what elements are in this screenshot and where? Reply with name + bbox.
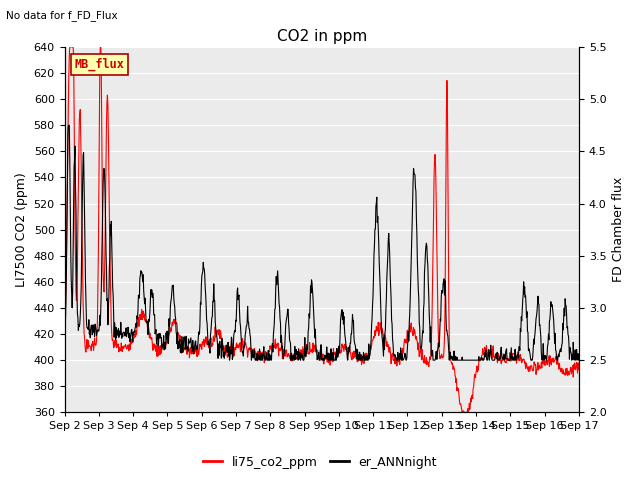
Text: MB_flux: MB_flux <box>75 58 125 71</box>
Title: CO2 in ppm: CO2 in ppm <box>276 29 367 44</box>
Text: No data for f_FD_Flux: No data for f_FD_Flux <box>6 10 118 21</box>
Y-axis label: LI7500 CO2 (ppm): LI7500 CO2 (ppm) <box>15 172 28 287</box>
Y-axis label: FD Chamber flux: FD Chamber flux <box>612 177 625 282</box>
Legend: li75_co2_ppm, er_ANNnight: li75_co2_ppm, er_ANNnight <box>198 451 442 474</box>
